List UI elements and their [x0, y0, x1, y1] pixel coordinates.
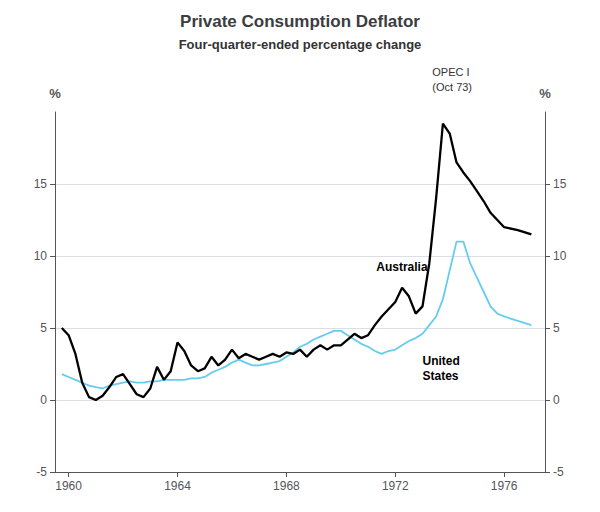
svg-text:Four-quarter-ended percentage: Four-quarter-ended percentage change [179, 37, 422, 52]
svg-text:1976: 1976 [491, 479, 518, 493]
svg-text:-5: -5 [553, 465, 564, 479]
svg-text:15: 15 [553, 177, 567, 191]
svg-text:10: 10 [553, 249, 567, 263]
svg-text:0: 0 [553, 393, 560, 407]
svg-text:Private Consumption Deflator: Private Consumption Deflator [180, 12, 420, 31]
svg-text:OPEC I: OPEC I [432, 66, 469, 78]
svg-text:States: States [423, 369, 459, 383]
svg-text:5: 5 [40, 321, 47, 335]
svg-text:5: 5 [553, 321, 560, 335]
svg-text:1960: 1960 [55, 479, 82, 493]
svg-text:(Oct 73): (Oct 73) [432, 81, 472, 93]
svg-text:1968: 1968 [273, 479, 300, 493]
svg-text:0: 0 [40, 393, 47, 407]
svg-text:10: 10 [34, 249, 48, 263]
svg-text:Australia: Australia [376, 260, 428, 274]
svg-text:%: % [49, 86, 61, 101]
svg-text:1964: 1964 [164, 479, 191, 493]
svg-text:1972: 1972 [382, 479, 409, 493]
svg-text:-5: -5 [36, 465, 47, 479]
svg-text:15: 15 [34, 177, 48, 191]
svg-text:%: % [539, 86, 551, 101]
svg-text:United: United [423, 354, 460, 368]
